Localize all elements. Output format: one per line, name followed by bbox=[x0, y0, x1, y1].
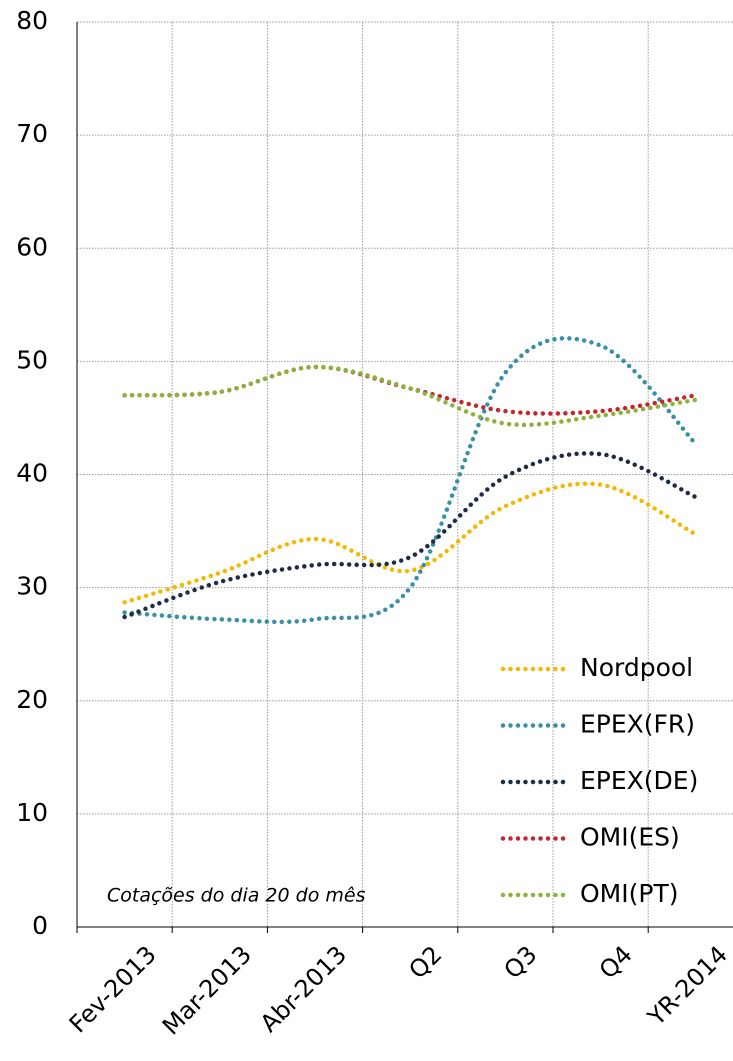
annotation: Cotações do dia 20 do mês bbox=[107, 885, 366, 907]
y-tick-label: 70 bbox=[16, 119, 48, 148]
x-tick-label: Abr-2013 bbox=[255, 940, 352, 1037]
x-tick-label: Q3 bbox=[499, 940, 543, 984]
y-tick-label: 20 bbox=[16, 685, 48, 714]
series-line bbox=[122, 336, 699, 625]
legend-label: EPEX(FR) bbox=[580, 710, 695, 739]
series-line bbox=[122, 481, 699, 605]
legend-label: OMI(ES) bbox=[580, 823, 680, 852]
y-tick-label: 60 bbox=[16, 232, 48, 261]
legend-label: Nordpool bbox=[580, 653, 693, 682]
x-tick-label: Mar-2013 bbox=[157, 940, 257, 1040]
x-tick-label: Q4 bbox=[594, 940, 638, 984]
series-line bbox=[122, 451, 699, 620]
y-tick-label: 0 bbox=[32, 911, 48, 940]
legend-label: OMI(PT) bbox=[580, 879, 678, 908]
x-tick-label: Q2 bbox=[403, 940, 447, 984]
y-tick-label: 40 bbox=[16, 459, 48, 488]
y-tick-label: 50 bbox=[16, 345, 48, 374]
y-tick-label: 10 bbox=[16, 798, 48, 827]
y-tick-label: 30 bbox=[16, 572, 48, 601]
x-tick-label: YR-2014 bbox=[642, 940, 733, 1031]
legend-label: EPEX(DE) bbox=[580, 766, 698, 795]
y-tick-label: 80 bbox=[16, 6, 48, 35]
x-tick-label: Fev-2013 bbox=[64, 940, 162, 1038]
series-line bbox=[122, 364, 699, 428]
